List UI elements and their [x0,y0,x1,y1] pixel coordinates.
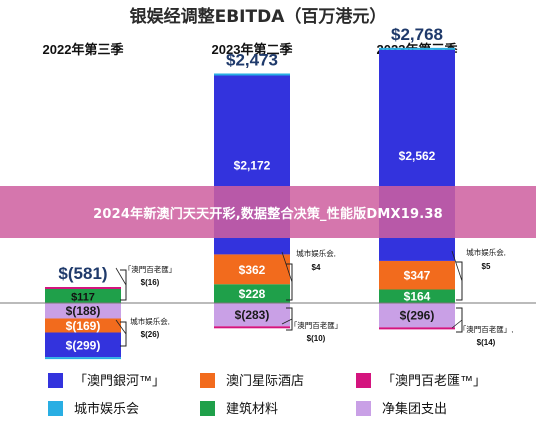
segment-label: $(296) [400,309,435,323]
overlay-banner: 2024年新澳门天天开彩,数据整合决策_性能版DMX19.38 [0,186,536,238]
annotation-value: $4 [312,263,321,272]
legend-label: 净集团支出 [382,401,447,416]
banner-text: 2024年新澳门天天开彩,数据整合决策_性能版DMX19.38 [93,206,443,222]
segment-label: $2,562 [399,149,436,163]
annotation-name: 城市娱乐会, [296,248,336,258]
annotation-name: 「澳門百老匯」 [124,264,177,274]
segment-label: $362 [239,263,266,277]
category-label: 2022年第三季 [43,42,124,57]
segment-label: $347 [404,269,431,283]
legend-label: 澳门星际酒店 [226,373,304,388]
annotation-connector [281,251,293,283]
legend-label: 城市娱乐会 [74,401,139,416]
thin-segment [379,47,455,50]
legend-swatch [200,373,215,388]
annotation-bracket [456,261,463,301]
segment-label: $(188) [66,304,101,318]
legend-swatch [200,401,215,416]
annotation-name: 城市娱乐会, [466,247,506,257]
segment-label: $(169) [66,319,101,333]
bar-segment [45,318,121,333]
segment-label: $(283) [235,308,270,322]
annotation-value: $(14) [477,338,496,347]
bar-segment [45,289,121,303]
total-label: $2,473 [226,50,278,69]
legend-swatch [48,373,63,388]
legend-label: 「澳門銀河™」 [74,373,165,388]
bar-segment [379,260,455,290]
annotation-connector [451,250,463,282]
legend-label: 建筑材料 [226,401,278,416]
bar-segment [379,303,455,328]
legend-swatch [356,373,371,388]
annotation-value: $5 [482,262,491,271]
segment-label: $117 [71,292,95,304]
annotation-connector [281,318,293,325]
thin-segment [214,326,290,329]
bar-segment [214,284,290,303]
annotation-connector [115,319,127,335]
bar-segment [214,303,290,327]
bar-segment [45,332,121,358]
legend-swatch [356,401,371,416]
segment-label: $164 [404,290,431,304]
segment-label: $228 [239,287,266,301]
annotation-connector [115,267,127,286]
thin-segment [214,73,290,76]
legend-swatch [48,401,63,416]
chart-title: 银娱经调整EBITDA（百万港元） [130,6,387,27]
bar-segment [214,254,290,285]
annotation-value: $(10) [307,334,326,343]
annotation-name: 「澳門百老匯」, [459,324,514,334]
bar-segment [45,303,121,319]
annotation-value: $(26) [141,330,160,339]
bar-segment [379,289,455,303]
total-label: $(581) [58,264,107,283]
total-label: $2,768 [391,25,443,44]
annotation-value: $(16) [141,278,160,287]
annotation-name: 城市娱乐会, [130,316,170,326]
thin-segment [45,287,121,289]
segment-label: $(299) [66,338,101,352]
segment-label: $2,172 [234,158,271,172]
annotation-connector [451,319,463,329]
annotation-name: 「澳門百老匯」 [290,320,343,330]
category-label: 2023年第二季 [212,42,293,57]
thin-segment [45,357,121,360]
thin-segment [379,327,455,330]
legend-label: 「澳門百老匯™」 [382,373,486,388]
